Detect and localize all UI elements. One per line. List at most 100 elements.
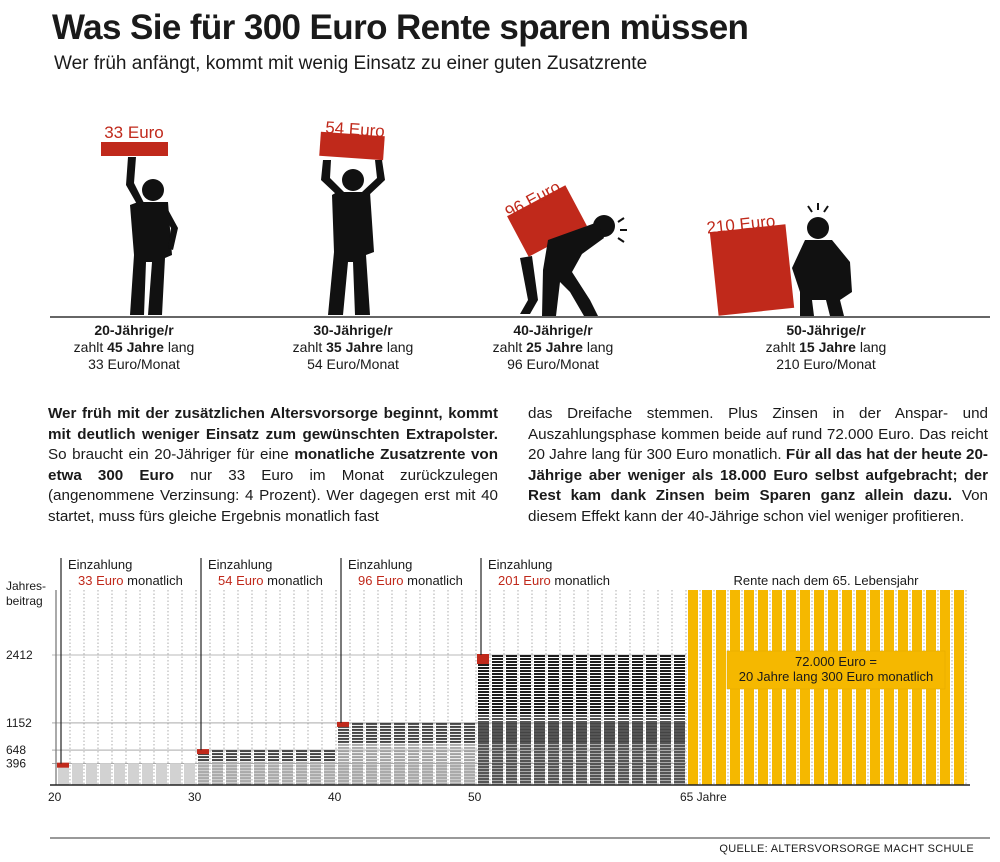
bar-year-stripe — [254, 765, 265, 768]
bar-year-stripe — [590, 775, 601, 777]
bar-year-stripe — [674, 778, 685, 780]
bar-year-stripe — [632, 736, 643, 738]
bar-year-stripe — [660, 761, 671, 764]
bar-year-stripe — [310, 768, 321, 771]
bar-year-stripe — [618, 700, 629, 702]
bar-year-stripe — [562, 764, 573, 767]
bar-year-stripe — [534, 767, 545, 770]
bar-year-stripe — [422, 725, 433, 728]
bar-year-stripe — [632, 769, 643, 771]
bar-year-stripe — [520, 745, 531, 747]
bar-year-stripe — [590, 682, 601, 684]
bar-year-stripe — [632, 764, 643, 767]
bar-year-stripe — [296, 780, 307, 783]
bar-year-stripe — [674, 763, 685, 765]
bar-year-stripe — [506, 697, 517, 699]
bar-year-stripe — [590, 769, 601, 771]
bar-year-stripe — [534, 733, 545, 735]
bar-year-stripe — [674, 742, 685, 744]
bar-year-stripe — [240, 783, 251, 786]
bar-year-stripe — [268, 774, 279, 777]
bar-year-stripe — [520, 724, 531, 726]
bar-year-stripe — [590, 700, 601, 702]
bar-year-stripe — [618, 778, 629, 780]
bar-year-stripe — [240, 750, 251, 753]
bar-year-stripe — [618, 740, 629, 743]
bar-year-stripe — [506, 754, 517, 756]
bar-year-stripe — [478, 758, 489, 761]
bar-year-stripe — [534, 725, 545, 728]
bar-year-stripe — [618, 725, 629, 728]
bar-year-stripe — [394, 752, 405, 755]
bar-year-stripe — [618, 743, 629, 746]
bar-year-stripe — [576, 664, 587, 666]
bar-year-stripe — [562, 679, 573, 681]
bar-year-stripe — [674, 736, 685, 738]
bar-year-stripe — [604, 670, 615, 672]
bar-year-stripe — [548, 764, 559, 767]
bar-year-stripe — [492, 658, 503, 660]
bar-year-stripe — [478, 742, 489, 744]
bar-year-stripe — [618, 766, 629, 768]
bar-year-stripe — [646, 715, 657, 717]
bar-year-stripe — [520, 728, 531, 731]
bar-year-stripe — [674, 685, 685, 687]
bar-year-stripe — [562, 757, 573, 759]
bar-year-stripe — [506, 751, 517, 753]
bar-year-stripe — [660, 736, 671, 738]
bar-year-stripe — [366, 776, 377, 779]
bar-year-stripe — [394, 737, 405, 740]
bar-year-stripe — [268, 750, 279, 753]
bar-year-stripe — [226, 753, 237, 756]
bar-year-stripe — [436, 755, 447, 758]
bar-year-stripe — [576, 739, 587, 741]
bar-year-stripe — [660, 746, 671, 749]
weight-label-20: 33 Euro — [104, 123, 164, 142]
bar-year-stripe — [590, 712, 601, 714]
bar-year-stripe — [576, 763, 587, 765]
bar-year-stripe — [534, 758, 545, 761]
bar-year-stripe — [632, 749, 643, 752]
bar-year-stripe — [296, 762, 307, 765]
bar-year-stripe — [534, 697, 545, 699]
bar-year-stripe — [506, 757, 517, 759]
bar-year-stripe — [422, 734, 433, 737]
bar-year-stripe — [548, 727, 559, 729]
bar-year-stripe — [422, 755, 433, 758]
callout-title: Einzahlung — [488, 557, 552, 572]
bar-year-stripe — [478, 712, 489, 714]
bar-year-stripe — [548, 724, 559, 726]
bar-year-stripe — [506, 767, 517, 770]
bar-year-stripe — [450, 758, 461, 761]
bar-year-stripe — [310, 774, 321, 777]
bar-year-stripe — [660, 673, 671, 675]
bar-year-stripe — [478, 670, 489, 672]
bar-year-stripe — [660, 781, 671, 783]
bar-year-stripe — [660, 740, 671, 743]
bar-year-stripe — [506, 712, 517, 714]
bar-year-stripe — [478, 773, 489, 776]
bar-year-stripe — [618, 712, 629, 714]
start-marker — [477, 654, 489, 664]
bar-year-stripe — [268, 765, 279, 768]
bar-year-stripe — [254, 753, 265, 756]
bar-year-stripe — [268, 783, 279, 786]
bar-year-stripe — [492, 734, 503, 737]
bar-year-stripe — [338, 776, 349, 779]
bar-year-stripe — [464, 725, 475, 728]
bar-year-stripe — [226, 768, 237, 771]
bar-year-stripe — [492, 739, 503, 741]
bar-year-stripe — [520, 746, 531, 749]
bar-year-stripe — [352, 767, 363, 770]
bar-year-stripe — [506, 682, 517, 684]
rent-bar — [716, 590, 726, 785]
bar-year-stripe — [478, 731, 489, 734]
bar-year-stripe — [646, 724, 657, 726]
bar-year-stripe — [520, 733, 531, 735]
bar-year-stripe — [604, 739, 615, 741]
bar-year-stripe — [562, 745, 573, 747]
bar-year-stripe — [660, 760, 671, 762]
bar-year-stripe — [352, 740, 363, 743]
bar-year-stripe — [548, 722, 559, 725]
bar-year-stripe — [492, 682, 503, 684]
